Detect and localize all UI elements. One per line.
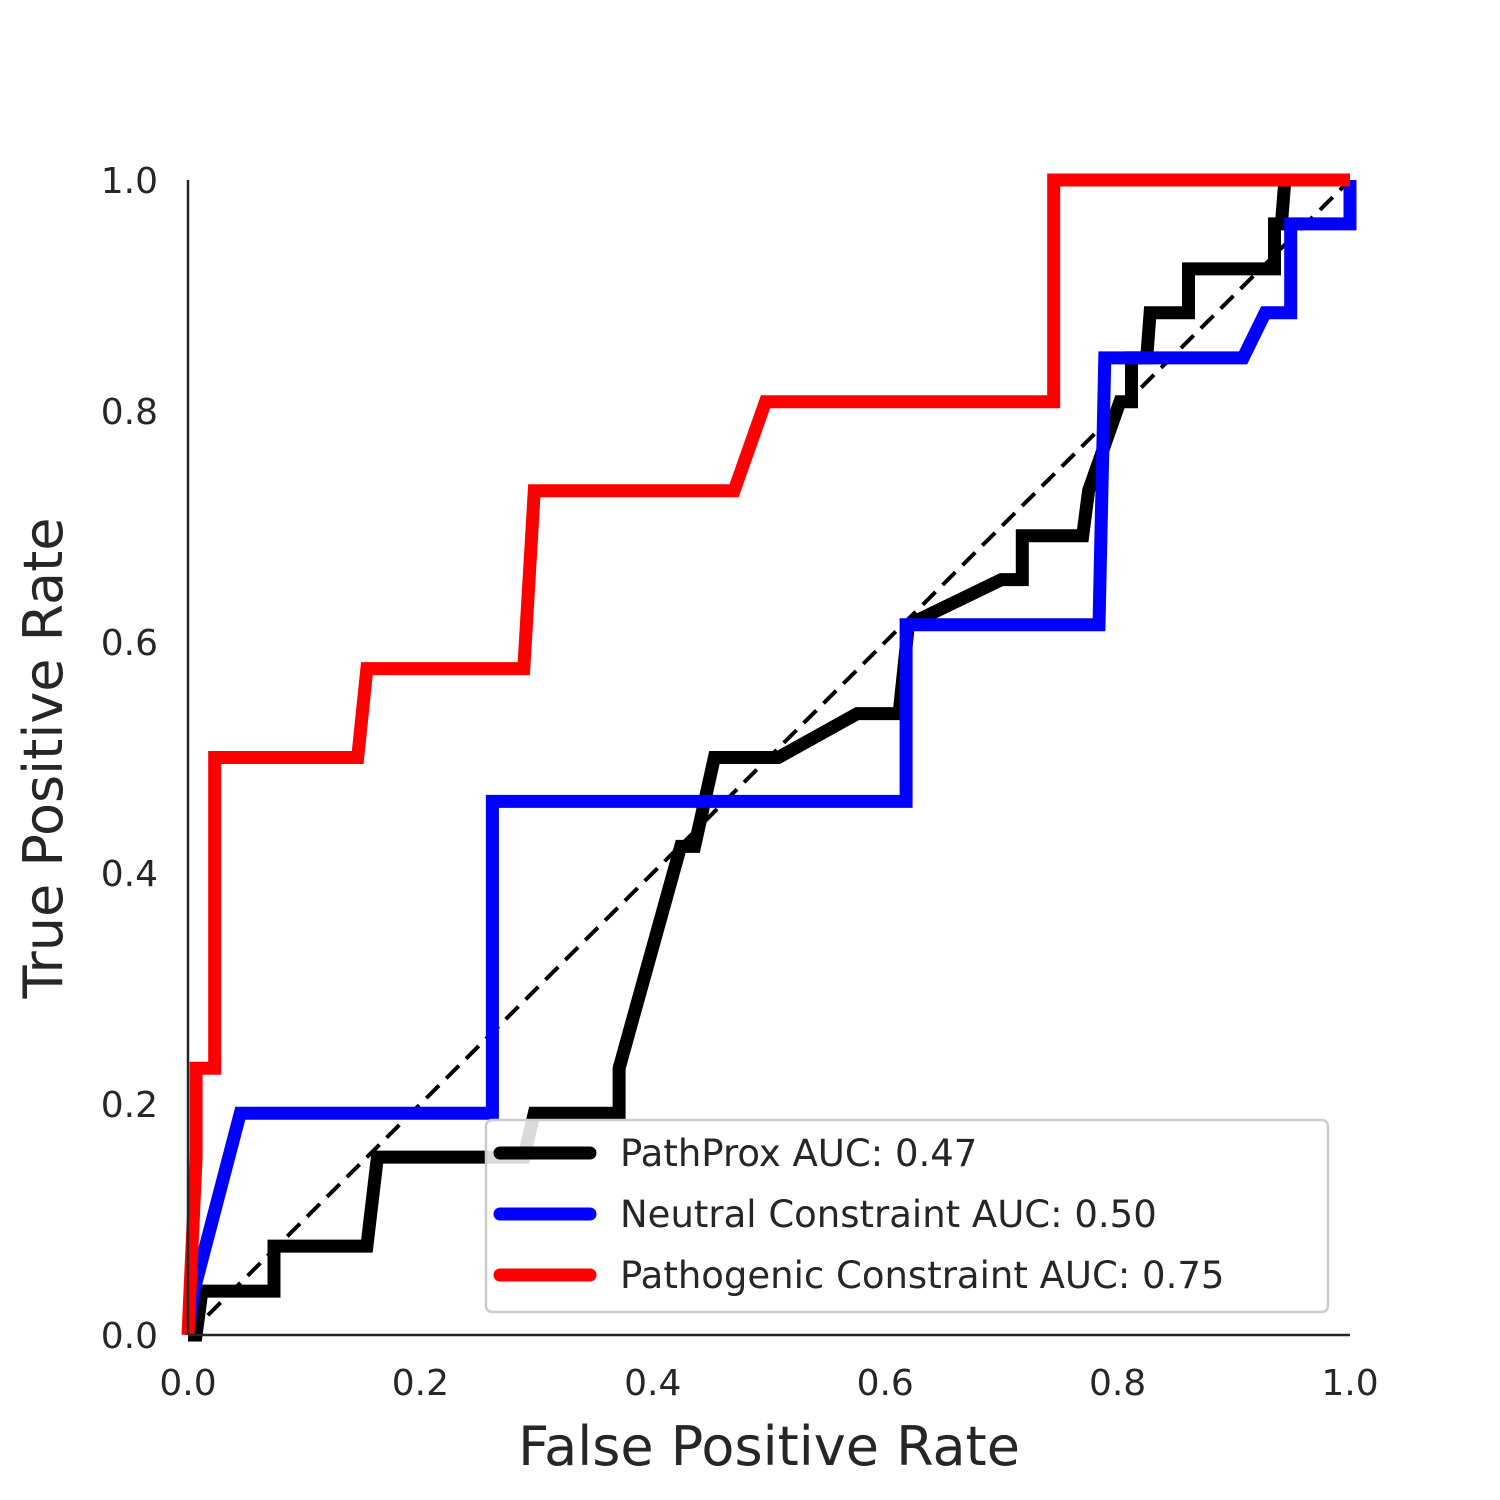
y-tick-label: 0.6: [101, 623, 158, 664]
x-tick-label: 0.0: [159, 1363, 216, 1404]
y-tick-labels: 0.0 0.2 0.4 0.6 0.8 1.0: [101, 161, 158, 1357]
legend-label-1: PathProx AUC: 0.47: [620, 1132, 977, 1175]
y-axis-label: True Positive Rate: [12, 517, 75, 999]
series-line-2: [181, 180, 1357, 1336]
series-layer: [181, 173, 1357, 1342]
legend: PathProx AUC: 0.47 Neutral Constraint AUC…: [484, 1118, 1330, 1314]
legend-label-3: Pathogenic Constraint AUC: 0.75: [620, 1254, 1224, 1297]
series-line-3: [181, 173, 1350, 1336]
legend-entries: PathProx AUC: 0.47 Neutral Constraint AUC…: [493, 1132, 1224, 1297]
x-tick-labels: 0.0 0.2 0.4 0.6 0.8 1.0: [159, 1363, 1378, 1404]
x-tick-label: 0.4: [624, 1363, 681, 1404]
y-tick-label: 0.4: [101, 854, 158, 895]
y-tick-label: 0.8: [101, 392, 158, 433]
x-tick-label: 0.2: [392, 1363, 449, 1404]
y-tick-label: 0.2: [101, 1085, 158, 1126]
y-tick-label: 1.0: [101, 161, 158, 202]
legend-label-2: Neutral Constraint AUC: 0.50: [620, 1193, 1157, 1236]
x-tick-label: 1.0: [1321, 1363, 1378, 1404]
x-tick-label: 0.6: [857, 1363, 914, 1404]
x-tick-label: 0.8: [1089, 1363, 1146, 1404]
y-tick-label: 0.0: [101, 1316, 158, 1357]
legend-frame: [484, 1118, 1330, 1314]
plot-area: [181, 173, 1357, 1342]
x-axis-label: False Positive Rate: [518, 1415, 1020, 1478]
